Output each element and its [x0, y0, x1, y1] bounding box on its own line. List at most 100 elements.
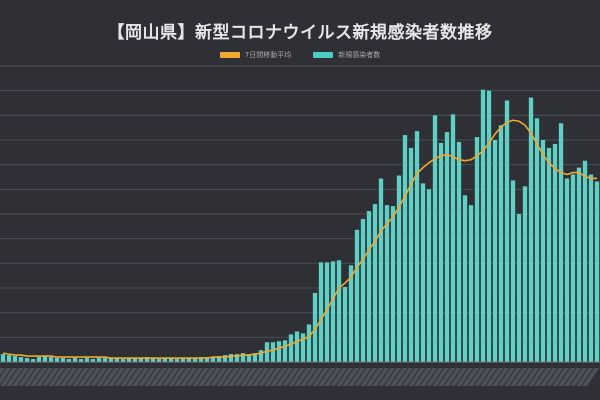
- bar-new-cases[interactable]: [18, 357, 24, 362]
- bar-new-cases[interactable]: [378, 178, 384, 362]
- bar-new-cases[interactable]: [252, 353, 258, 362]
- bar-new-cases[interactable]: [354, 229, 360, 362]
- bar-new-cases[interactable]: [168, 358, 174, 362]
- bar-new-cases[interactable]: [294, 331, 300, 362]
- bar-new-cases[interactable]: [552, 143, 558, 362]
- bar-new-cases[interactable]: [474, 137, 480, 362]
- bar-new-cases[interactable]: [246, 354, 252, 362]
- bar-new-cases[interactable]: [150, 358, 156, 362]
- bar-new-cases[interactable]: [204, 357, 210, 362]
- bar-new-cases[interactable]: [78, 359, 84, 362]
- bar-new-cases[interactable]: [258, 350, 264, 362]
- bar-new-cases[interactable]: [144, 357, 150, 362]
- bar-new-cases[interactable]: [216, 356, 222, 362]
- bar-new-cases[interactable]: [336, 260, 342, 362]
- bar-new-cases[interactable]: [6, 355, 12, 362]
- bar-new-cases[interactable]: [318, 262, 324, 362]
- bar-new-cases[interactable]: [522, 186, 528, 362]
- bar-new-cases[interactable]: [534, 118, 540, 362]
- bar-new-cases[interactable]: [60, 358, 66, 362]
- legend-item-moving-average[interactable]: 7日間移動平均: [219, 50, 291, 60]
- bar-new-cases[interactable]: [66, 359, 72, 362]
- bar-new-cases[interactable]: [288, 334, 294, 362]
- bar-new-cases[interactable]: [36, 357, 42, 362]
- bar-new-cases[interactable]: [324, 262, 330, 362]
- bar-new-cases[interactable]: [132, 358, 138, 362]
- bar-new-cases[interactable]: [96, 358, 102, 362]
- bar-new-cases[interactable]: [582, 160, 588, 362]
- bar-new-cases[interactable]: [420, 183, 426, 362]
- bar-new-cases[interactable]: [162, 358, 168, 362]
- bar-new-cases[interactable]: [450, 114, 456, 362]
- bar-new-cases[interactable]: [108, 358, 114, 362]
- bar-new-cases[interactable]: [510, 180, 516, 362]
- bar-new-cases[interactable]: [180, 358, 186, 362]
- bar-new-cases[interactable]: [576, 167, 582, 362]
- bar-new-cases[interactable]: [138, 358, 144, 362]
- bar-new-cases[interactable]: [540, 140, 546, 362]
- bar-new-cases[interactable]: [0, 354, 6, 362]
- bar-new-cases[interactable]: [210, 357, 216, 362]
- line-moving-average[interactable]: [2, 119, 597, 359]
- bar-new-cases[interactable]: [426, 189, 432, 362]
- bar-new-cases[interactable]: [282, 340, 288, 362]
- bar-new-cases[interactable]: [234, 354, 240, 362]
- bar-new-cases[interactable]: [516, 214, 522, 362]
- bar-new-cases[interactable]: [198, 357, 204, 362]
- bar-new-cases[interactable]: [54, 358, 60, 362]
- bar-new-cases[interactable]: [48, 357, 54, 362]
- bar-new-cases[interactable]: [186, 358, 192, 362]
- bar-new-cases[interactable]: [414, 131, 420, 362]
- bar-new-cases[interactable]: [264, 342, 270, 362]
- bar-new-cases[interactable]: [12, 356, 18, 362]
- bar-new-cases[interactable]: [594, 181, 600, 362]
- bar-new-cases[interactable]: [564, 178, 570, 362]
- bar-new-cases[interactable]: [438, 142, 444, 362]
- bar-new-cases[interactable]: [276, 341, 282, 362]
- bar-new-cases[interactable]: [24, 358, 30, 362]
- bar-new-cases[interactable]: [270, 342, 276, 362]
- bar-new-cases[interactable]: [300, 333, 306, 362]
- bar-new-cases[interactable]: [174, 359, 180, 362]
- bar-new-cases[interactable]: [456, 141, 462, 362]
- bar-new-cases[interactable]: [366, 211, 372, 362]
- bar-new-cases[interactable]: [84, 358, 90, 362]
- bar-new-cases[interactable]: [312, 292, 318, 362]
- bar-new-cases[interactable]: [114, 358, 120, 362]
- bar-new-cases[interactable]: [240, 353, 246, 362]
- bar-new-cases[interactable]: [402, 135, 408, 362]
- bar-new-cases[interactable]: [408, 147, 414, 362]
- bar-new-cases[interactable]: [120, 359, 126, 362]
- bar-new-cases[interactable]: [228, 354, 234, 362]
- bar-new-cases[interactable]: [360, 218, 366, 362]
- bar-new-cases[interactable]: [492, 140, 498, 362]
- bar-new-cases[interactable]: [498, 125, 504, 362]
- bar-new-cases[interactable]: [546, 147, 552, 362]
- bar-new-cases[interactable]: [42, 356, 48, 362]
- bar-new-cases[interactable]: [222, 355, 228, 362]
- bar-new-cases[interactable]: [72, 358, 78, 362]
- bar-new-cases[interactable]: [462, 195, 468, 362]
- bar-new-cases[interactable]: [588, 174, 594, 362]
- bar-new-cases[interactable]: [468, 205, 474, 362]
- bar-new-cases[interactable]: [156, 359, 162, 362]
- bar-new-cases[interactable]: [90, 359, 96, 362]
- bar-new-cases[interactable]: [102, 358, 108, 362]
- bar-new-cases[interactable]: [528, 97, 534, 362]
- bar-new-cases[interactable]: [192, 358, 198, 362]
- bar-new-cases[interactable]: [30, 359, 36, 362]
- bar-new-cases[interactable]: [348, 265, 354, 362]
- bar-new-cases[interactable]: [396, 175, 402, 362]
- bar-new-cases[interactable]: [306, 324, 312, 362]
- bar-new-cases[interactable]: [330, 261, 336, 362]
- bar-new-cases[interactable]: [126, 358, 132, 362]
- legend-item-new-cases[interactable]: 新規感染者数: [313, 50, 380, 60]
- bar-new-cases[interactable]: [504, 100, 510, 362]
- bar-new-cases[interactable]: [570, 174, 576, 362]
- bar-new-cases[interactable]: [384, 205, 390, 362]
- bar-new-cases[interactable]: [372, 204, 378, 362]
- bar-new-cases[interactable]: [342, 287, 348, 362]
- bar-new-cases[interactable]: [390, 206, 396, 362]
- bar-new-cases[interactable]: [558, 123, 564, 362]
- bar-new-cases[interactable]: [486, 90, 492, 363]
